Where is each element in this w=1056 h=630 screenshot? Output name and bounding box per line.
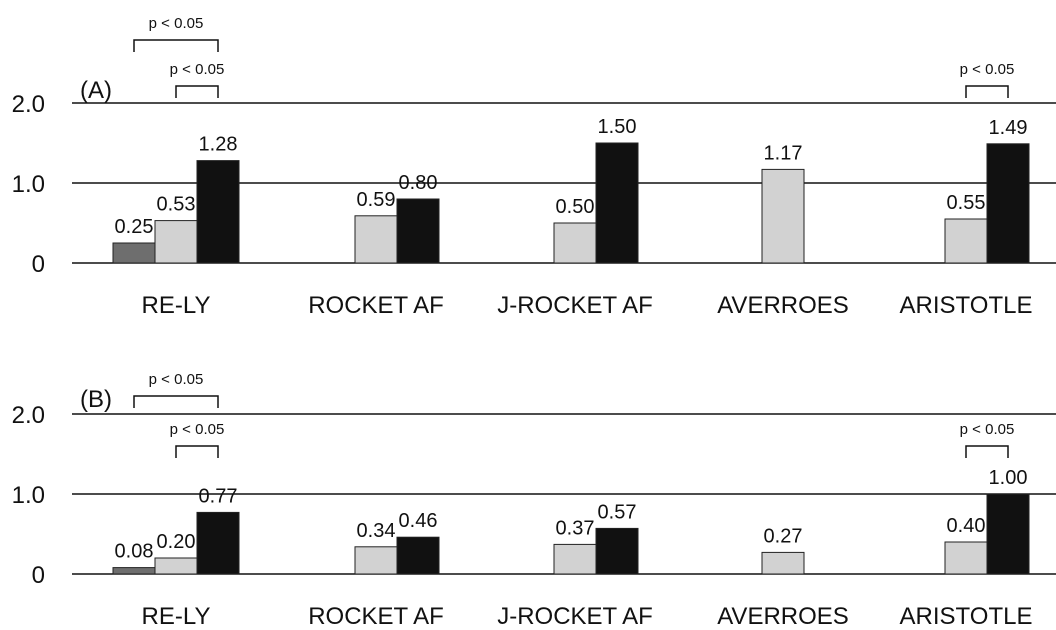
data-label: 0.57 xyxy=(598,501,637,523)
category-label: ROCKET AF xyxy=(308,603,444,630)
bar xyxy=(154,557,198,575)
significance-label: p < 0.05 xyxy=(960,421,1015,438)
bar xyxy=(944,218,988,264)
data-label: 1.50 xyxy=(598,116,637,138)
y-tick-label: 0 xyxy=(32,251,45,278)
category-label: ROCKET AF xyxy=(308,292,444,319)
category-label: ARISTOTLE xyxy=(900,292,1033,319)
bar xyxy=(396,198,440,264)
data-label: 0.08 xyxy=(115,541,154,563)
data-label: 1.49 xyxy=(989,117,1028,139)
data-label: 1.00 xyxy=(989,467,1028,489)
bar xyxy=(196,511,240,575)
significance-label: p < 0.05 xyxy=(960,61,1015,78)
y-tick-label: 2.0 xyxy=(12,402,45,429)
data-label: 0.20 xyxy=(157,531,196,553)
bar xyxy=(396,536,440,575)
category-label: J-ROCKET AF xyxy=(497,292,653,319)
data-label: 0.59 xyxy=(357,189,396,211)
bar xyxy=(986,143,1030,264)
data-label: 0.77 xyxy=(199,485,238,507)
significance-label: p < 0.05 xyxy=(170,61,225,78)
significance-label: p < 0.05 xyxy=(170,421,225,438)
category-label: AVERROES xyxy=(717,292,849,319)
data-label: 0.40 xyxy=(947,515,986,537)
bar xyxy=(761,168,805,264)
panel-label: (A) xyxy=(80,77,112,104)
data-label: 0.46 xyxy=(399,510,438,532)
category-label: RE-LY xyxy=(142,603,211,630)
significance-bracket xyxy=(133,39,219,52)
bar xyxy=(986,493,1030,575)
significance-label: p < 0.05 xyxy=(149,371,204,388)
bar xyxy=(112,242,156,264)
bar xyxy=(553,222,597,264)
significance-bracket xyxy=(133,395,219,408)
bar xyxy=(595,142,639,264)
significance-bracket xyxy=(175,85,219,98)
bar xyxy=(595,527,639,575)
panel-label: (B) xyxy=(80,386,112,413)
significance-label: p < 0.05 xyxy=(149,15,204,32)
category-label: AVERROES xyxy=(717,603,849,630)
bar xyxy=(944,541,988,575)
data-label: 1.28 xyxy=(199,134,238,156)
data-label: 1.17 xyxy=(764,142,803,164)
data-label: 0.37 xyxy=(556,517,595,539)
category-label: J-ROCKET AF xyxy=(497,603,653,630)
significance-bracket xyxy=(175,445,219,458)
y-tick-label: 1.0 xyxy=(12,482,45,509)
data-label: 0.34 xyxy=(357,520,396,542)
data-label: 0.55 xyxy=(947,192,986,214)
significance-bracket xyxy=(965,85,1009,98)
bar xyxy=(154,220,198,264)
data-label: 0.27 xyxy=(764,525,803,547)
category-label: ARISTOTLE xyxy=(900,603,1033,630)
y-tick-label: 0 xyxy=(32,562,45,589)
y-tick-label: 1.0 xyxy=(12,171,45,198)
data-label: 0.50 xyxy=(556,196,595,218)
data-label: 0.25 xyxy=(115,216,154,238)
bar xyxy=(553,543,597,575)
bar xyxy=(354,215,398,264)
y-tick-label: 2.0 xyxy=(12,91,45,118)
bar xyxy=(761,551,805,575)
data-label: 0.80 xyxy=(399,172,438,194)
data-label: 0.53 xyxy=(157,194,196,216)
category-label: RE-LY xyxy=(142,292,211,319)
significance-bracket xyxy=(965,445,1009,458)
bar xyxy=(196,160,240,264)
bar xyxy=(112,567,156,575)
bar xyxy=(354,546,398,575)
